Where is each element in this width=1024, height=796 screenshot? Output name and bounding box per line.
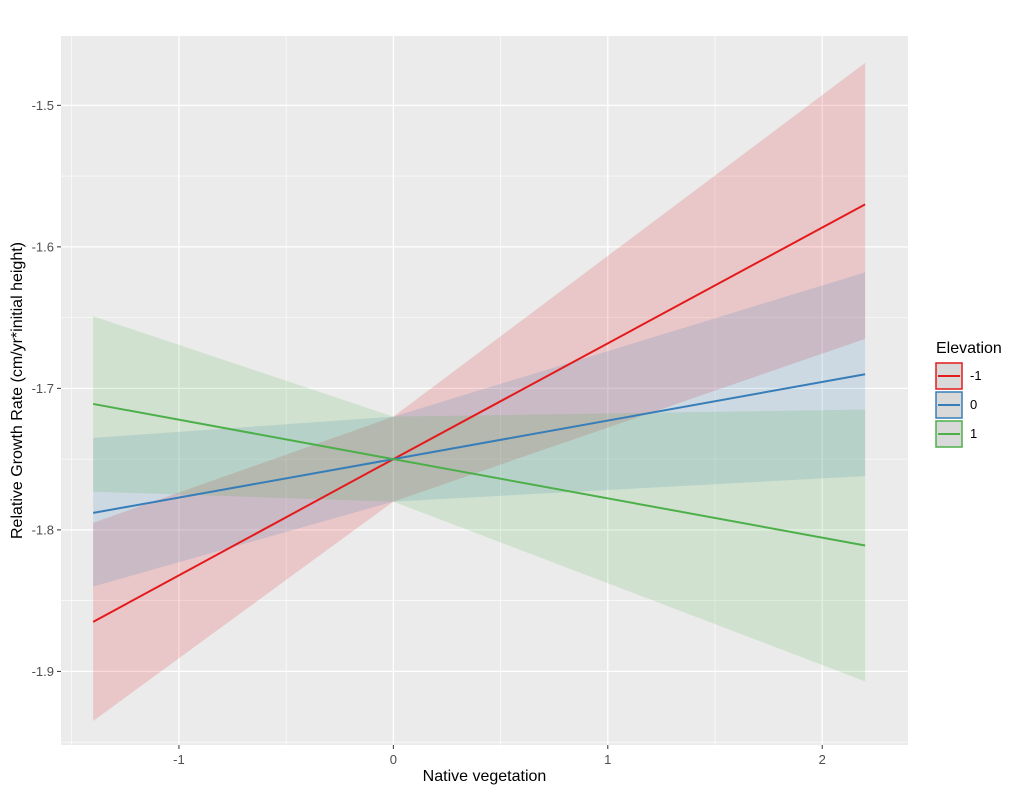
plot-panel: [61, 36, 908, 745]
series-lines: [92, 203, 866, 623]
y-tick-label: -1.9: [32, 664, 54, 679]
x-tick-label: 1: [604, 752, 611, 767]
legend-label: 1: [970, 426, 977, 441]
y-tick-label: -1.5: [32, 98, 54, 113]
series-line-1: [92, 402, 866, 547]
legend: Elevation -1 0 1: [935, 340, 1002, 448]
x-axis-title: Native vegetation: [423, 768, 547, 785]
x-tick-label: 0: [390, 752, 397, 767]
ribbon-0: [93, 272, 866, 587]
y-tick-label: -1.6: [32, 239, 54, 254]
confidence-ribbons: [93, 62, 866, 721]
legend-label: -1: [970, 368, 982, 383]
legend-title: Elevation: [936, 340, 1002, 357]
grid-minor: [61, 36, 908, 745]
x-tick-label: -1: [173, 752, 185, 767]
grid-major: [61, 36, 908, 745]
y-tick-label: -1.8: [32, 522, 54, 537]
ribbon-1: [93, 316, 866, 682]
y-tick-label: -1.7: [32, 381, 54, 396]
x-tick-label: 2: [819, 752, 826, 767]
ribbon--1: [93, 62, 866, 721]
y-axis: -1.9 -1.8 -1.7 -1.6 -1.5: [32, 98, 61, 679]
x-axis: -1 0 1 2: [173, 745, 826, 767]
legend-label: 0: [970, 397, 977, 412]
y-axis-title: Relative Growth Rate (cm/yr*initial heig…: [9, 242, 26, 539]
